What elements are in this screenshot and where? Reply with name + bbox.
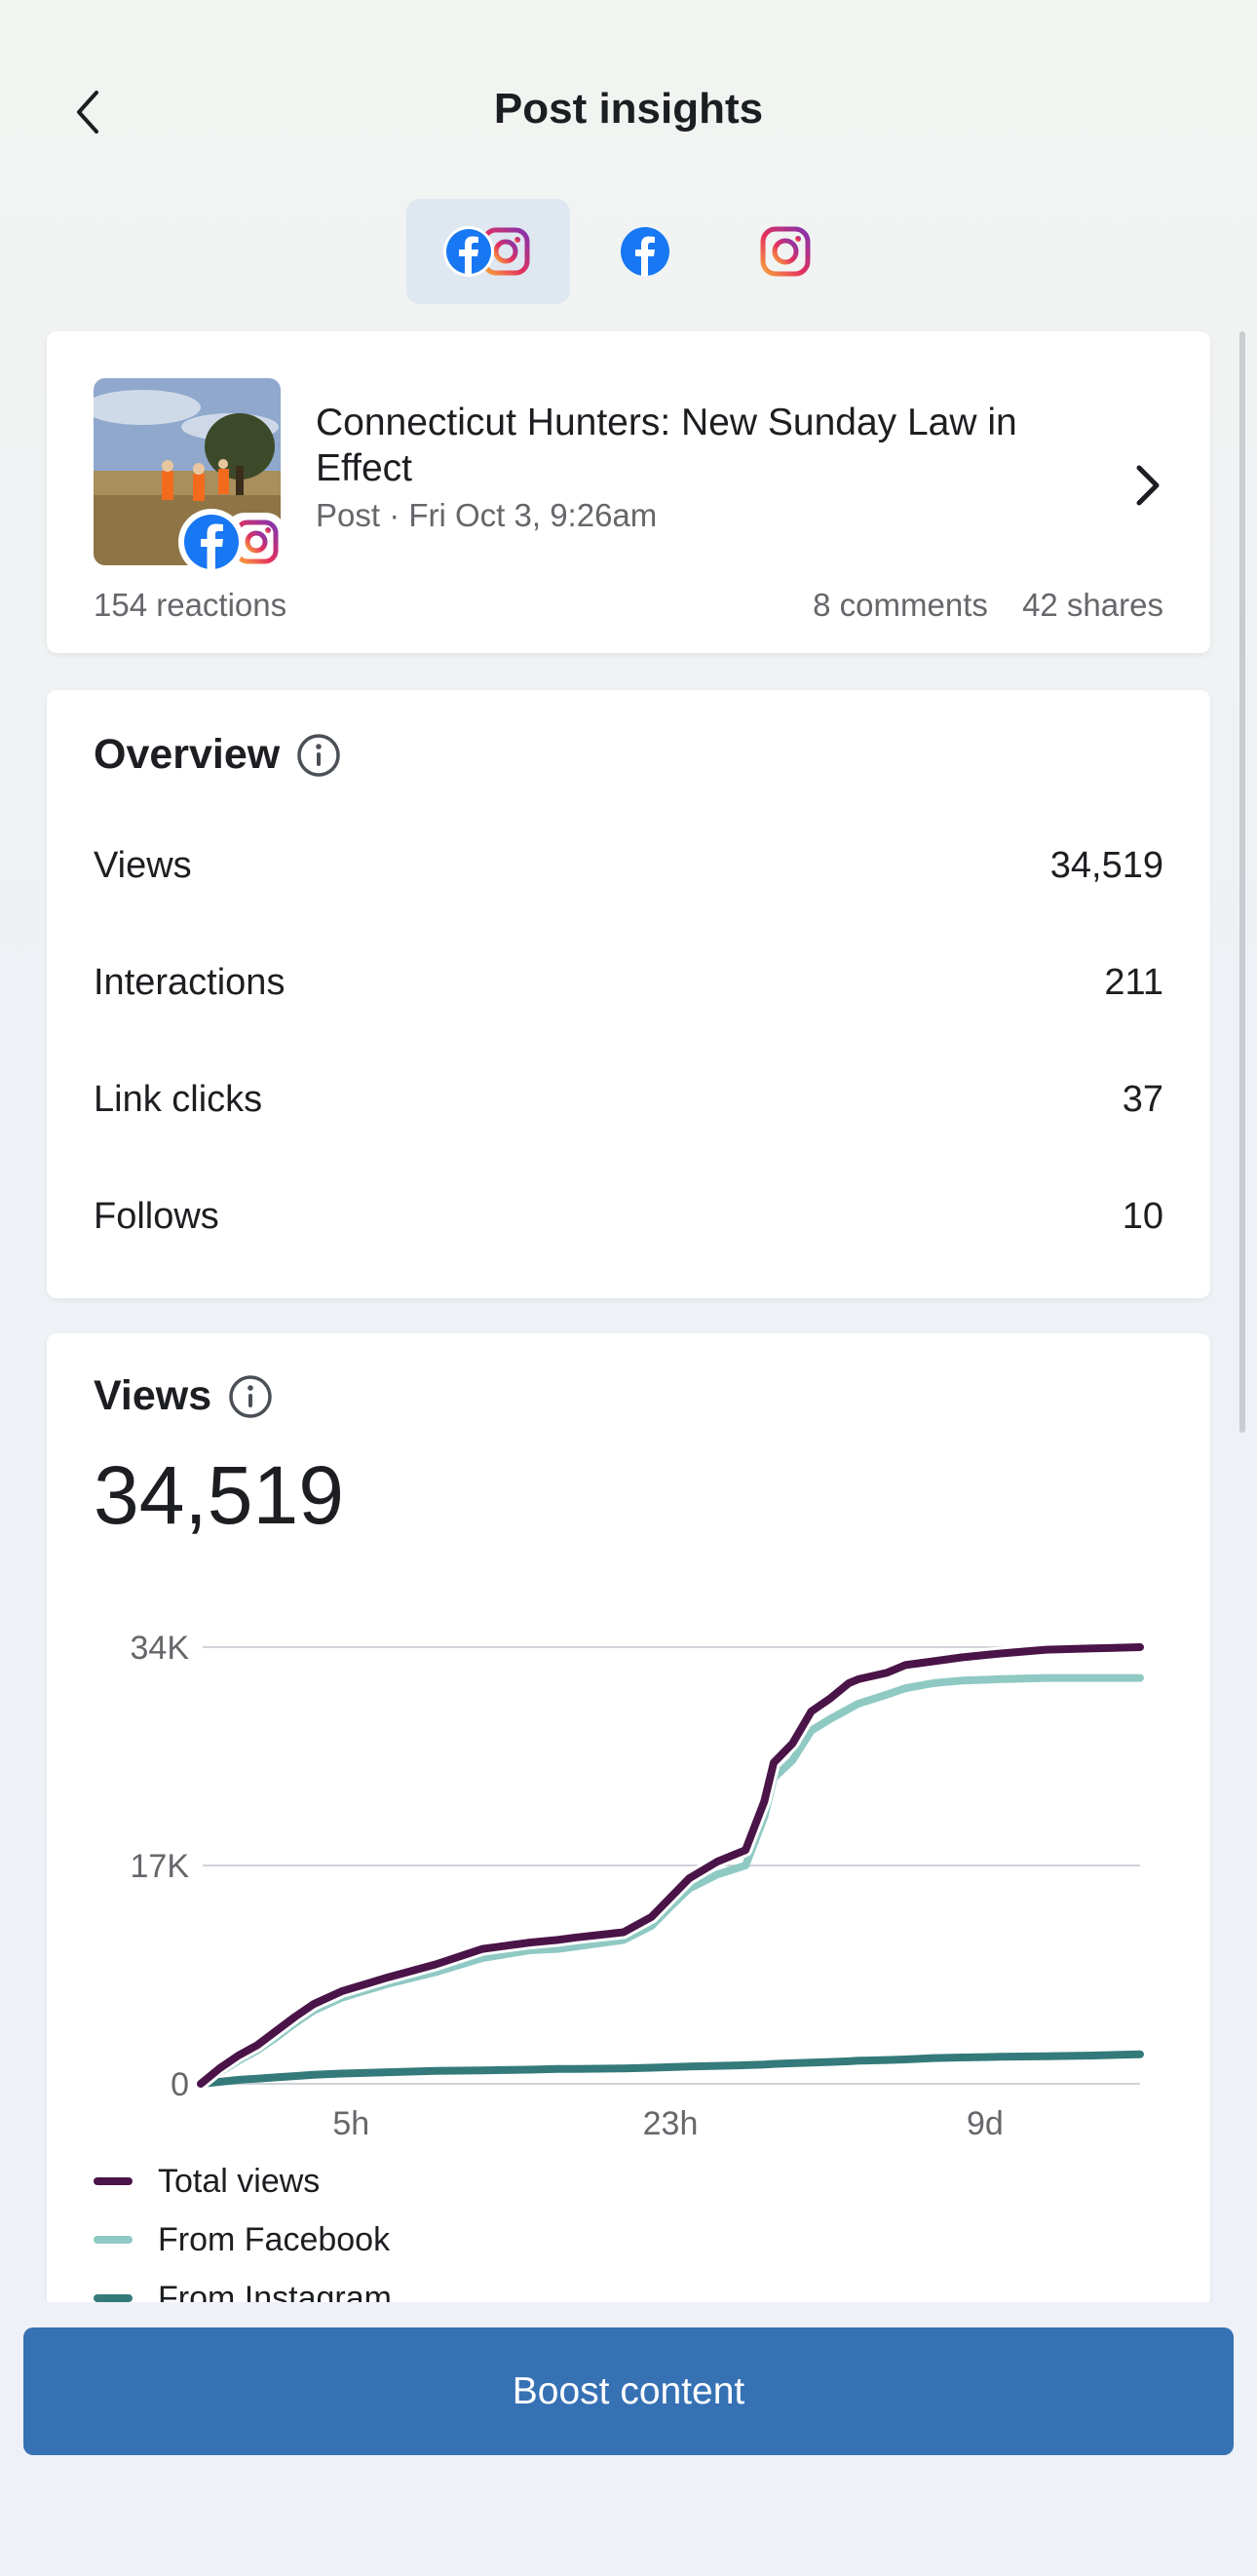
metric-label: Follows: [94, 1195, 219, 1237]
tab-facebook-instagram[interactable]: [406, 199, 570, 304]
post-title: Connecticut Hunters: New Sunday Law in E…: [316, 402, 1017, 489]
tab-facebook[interactable]: [596, 199, 694, 304]
scrollbar[interactable]: [1239, 331, 1245, 1433]
post-meta: Post · Fri Oct 3, 9:26am: [316, 497, 658, 533]
metric-row-interactions: Interactions 211: [94, 953, 1163, 1012]
legend-item: Total views: [94, 2152, 392, 2211]
x-tick-label: 5h: [332, 2105, 369, 2142]
facebook-instagram-icon: [443, 226, 530, 277]
legend-label: Total views: [158, 2162, 321, 2200]
metric-row-follows: Follows 10: [94, 1187, 1163, 1246]
tab-instagram[interactable]: [737, 199, 834, 304]
views-chart: 0 17K 34K 5h 23h 9d: [131, 1630, 1147, 2142]
metric-label: Link clicks: [94, 1078, 263, 1120]
x-tick-label: 23h: [643, 2105, 699, 2142]
legend-item: From Facebook: [94, 2211, 392, 2269]
platform-tabs: [0, 199, 1257, 306]
overview-heading: Overview: [94, 731, 342, 779]
y-tick-label: 17K: [131, 1848, 190, 1885]
back-button[interactable]: [58, 78, 117, 146]
open-post-button[interactable]: [1119, 446, 1177, 524]
page-title: Post insights: [493, 85, 764, 133]
metric-label: Views: [94, 844, 192, 886]
y-tick-label: 34K: [131, 1630, 190, 1667]
boost-content-button[interactable]: Boost content: [23, 2327, 1234, 2455]
metric-value: 37: [1122, 1078, 1163, 1120]
overview-title: Overview: [94, 731, 281, 778]
metric-value: 34,519: [1049, 844, 1163, 886]
views-card: Views 34,519 0 17K 34K 5h 23h 9d Total views …: [47, 1333, 1210, 2317]
overview-card: Overview Views 34,519 Interactions 211 L…: [47, 690, 1210, 1298]
series-line-from-instagram: [197, 2050, 1144, 2088]
reactions-count: 154 reactions: [94, 587, 287, 623]
legend-swatch: [94, 2177, 133, 2185]
x-tick-label: 9d: [967, 2105, 1004, 2142]
metric-row-link-clicks: Link clicks 37: [94, 1070, 1163, 1129]
legend-swatch: [94, 2236, 133, 2244]
chevron-right-icon: [1136, 465, 1160, 506]
engagement-counts: 8 comments 42 shares: [813, 587, 1163, 624]
info-icon[interactable]: [227, 1373, 274, 1420]
post-stats: 154 reactions 8 comments 42 shares: [94, 587, 1163, 624]
facebook-icon: [621, 227, 669, 276]
metric-label: Interactions: [94, 961, 286, 1003]
series-line-total-views: [197, 1643, 1144, 2088]
views-heading: Views: [94, 1372, 274, 1420]
legend-swatch: [94, 2294, 133, 2302]
chevron-left-icon: [77, 91, 98, 134]
legend-label: From Facebook: [158, 2220, 391, 2258]
chart-legend: Total views From Facebook From Instagram: [94, 2152, 392, 2327]
y-tick-label: 0: [171, 2066, 189, 2103]
metric-row-views: Views 34,519: [94, 836, 1163, 895]
info-icon[interactable]: [295, 732, 342, 779]
comments-count: 8 comments: [813, 587, 988, 623]
views-title: Views: [94, 1372, 212, 1419]
metric-value: 211: [1104, 961, 1163, 1003]
post-card[interactable]: Connecticut Hunters: New Sunday Law in E…: [47, 331, 1210, 653]
header: Post insights: [0, 0, 1257, 195]
instagram-icon: [760, 226, 811, 277]
series-line-from-facebook: [197, 1673, 1144, 2088]
views-total: 34,519: [94, 1449, 344, 1541]
facebook-instagram-badge-icon: [178, 509, 286, 575]
shares-count: 42 shares: [1022, 587, 1163, 623]
metric-value: 10: [1122, 1195, 1163, 1237]
